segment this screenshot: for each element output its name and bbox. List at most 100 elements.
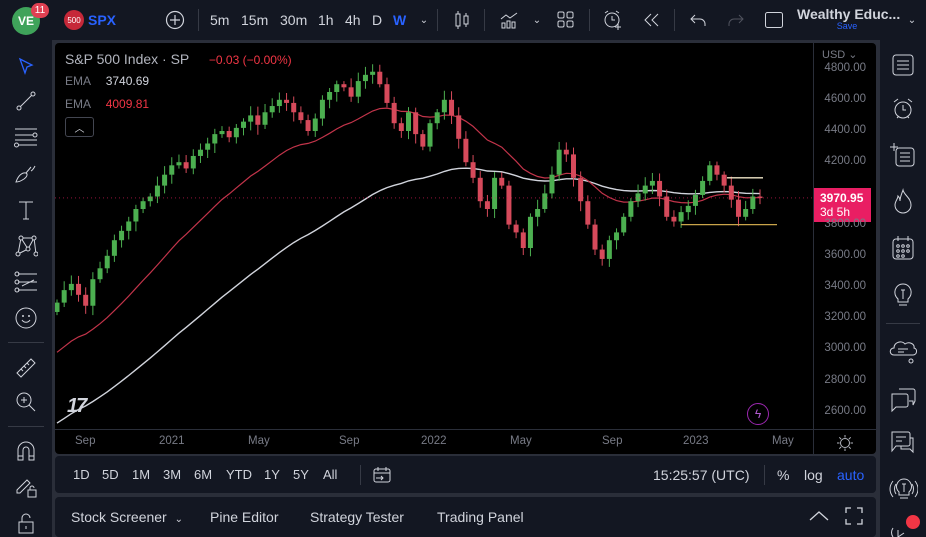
- message-icon: [891, 431, 914, 454]
- magnet-tool[interactable]: [12, 438, 40, 466]
- replay-button[interactable]: [641, 0, 661, 40]
- ema-slow-row[interactable]: EMA 3740.69: [65, 74, 292, 88]
- currency-selector[interactable]: USD ⌄: [822, 49, 858, 61]
- lightning-button[interactable]: ϟ: [747, 403, 769, 425]
- time-tick: May: [772, 435, 794, 447]
- range-1y[interactable]: 1Y: [264, 467, 280, 482]
- interval-D[interactable]: D: [372, 12, 383, 28]
- alarm-plus-icon: [604, 10, 621, 30]
- interval-30m[interactable]: 30m: [280, 12, 308, 28]
- interval-15m[interactable]: 15m: [241, 12, 269, 28]
- clock-timezone[interactable]: 15:25:57 (UTC): [653, 467, 750, 483]
- alarm-clock-icon: [893, 98, 913, 119]
- brush-tool[interactable]: [12, 160, 40, 188]
- collapse-legend-button[interactable]: ︿: [65, 117, 94, 137]
- layout-button[interactable]: [556, 0, 576, 40]
- indicators-dropdown[interactable]: ⌄: [532, 14, 542, 26]
- expand-panel-button[interactable]: [808, 509, 830, 523]
- messages-button[interactable]: [888, 428, 918, 458]
- percent-scale-toggle[interactable]: %: [777, 467, 790, 483]
- log-scale-toggle[interactable]: log: [804, 467, 823, 483]
- go-to-date-button[interactable]: [372, 465, 392, 485]
- fib-tool[interactable]: [12, 123, 40, 151]
- minds-button[interactable]: [888, 337, 918, 367]
- range-1d[interactable]: 1D: [73, 467, 90, 482]
- price-axis[interactable]: USD ⌄ 3970.95 3d 5h 4800.00 4600.00 4400.0…: [813, 43, 876, 429]
- redo-button[interactable]: [726, 0, 746, 40]
- tab-strategy-tester[interactable]: Strategy Tester: [310, 509, 404, 525]
- ema-fast-value: 4009.81: [105, 97, 150, 111]
- price-change: −0.03 (−0.00%): [208, 53, 292, 67]
- tab-stock-screener[interactable]: Stock Screener ⌄: [71, 509, 183, 525]
- range-6m[interactable]: 6M: [194, 467, 213, 482]
- hotlists-button[interactable]: [888, 186, 918, 216]
- cursor-tool[interactable]: [12, 52, 40, 80]
- indicators-button[interactable]: [498, 0, 520, 40]
- compare-add-button[interactable]: [164, 0, 186, 40]
- interval-4h[interactable]: 4h: [345, 12, 361, 28]
- notification-badge: 11: [31, 3, 49, 18]
- ema-fast-row[interactable]: EMA 4009.81: [65, 97, 292, 111]
- redo-icon: [728, 14, 744, 26]
- alerts-button[interactable]: [888, 94, 918, 124]
- range-all[interactable]: All: [323, 467, 338, 482]
- range-5y[interactable]: 5Y: [293, 467, 309, 482]
- time-axis[interactable]: Sep 2021 May Sep 2022 May Sep 2023 May: [55, 429, 876, 454]
- candlestick-chart[interactable]: [55, 43, 813, 429]
- pattern-tool[interactable]: [12, 232, 40, 260]
- grid-icon: [557, 11, 574, 28]
- zoom-in-icon: [16, 392, 36, 412]
- layout-name: Wealthy Educ...: [797, 6, 901, 22]
- save-link[interactable]: Save: [836, 21, 858, 31]
- toolbar-divider: [8, 342, 44, 343]
- range-ytd[interactable]: YTD: [226, 467, 252, 482]
- maximize-panel-button[interactable]: [845, 507, 863, 525]
- layout-dropdown[interactable]: ⌄: [907, 14, 917, 26]
- ema-label: EMA: [65, 74, 91, 88]
- streams-live-icon[interactable]: [890, 520, 916, 537]
- calendar-button[interactable]: [888, 233, 918, 263]
- emoji-tool[interactable]: [12, 304, 40, 332]
- ideas-button[interactable]: [888, 280, 918, 310]
- prediction-tool[interactable]: [12, 268, 40, 296]
- lock-all-tool[interactable]: [12, 509, 40, 537]
- forecast-icon: [14, 271, 37, 293]
- layout-name-button[interactable]: Wealthy Educ... Save: [797, 6, 901, 31]
- alert-button[interactable]: [602, 0, 624, 40]
- brush-icon: [15, 165, 36, 183]
- list-icon: [892, 54, 914, 76]
- cursor-icon: [18, 57, 34, 75]
- symbol-search-button[interactable]: 500 SPX: [64, 10, 116, 30]
- zoom-tool[interactable]: [12, 388, 40, 416]
- rewind-icon: [644, 13, 659, 27]
- price-tick: 2800.00: [824, 373, 866, 386]
- fullscreen-toggle[interactable]: [763, 0, 785, 40]
- interval-5m[interactable]: 5m: [210, 12, 230, 28]
- interval-dropdown[interactable]: ⌄: [419, 14, 429, 26]
- lock-drawings-tool[interactable]: [12, 473, 40, 501]
- chart-type-button[interactable]: [452, 0, 472, 40]
- axis-settings-button[interactable]: [813, 430, 876, 454]
- interval-1h[interactable]: 1h: [318, 12, 334, 28]
- time-tick: 2021: [159, 435, 185, 447]
- text-tool[interactable]: [12, 196, 40, 224]
- time-tick: Sep: [75, 435, 96, 447]
- measure-tool[interactable]: [12, 354, 40, 382]
- chart-pane[interactable]: S&P 500 Index · SP −0.03 (−0.00%) EMA 37…: [55, 43, 876, 454]
- streams-button[interactable]: [888, 474, 918, 504]
- range-3m[interactable]: 3M: [163, 467, 182, 482]
- tab-pine-editor[interactable]: Pine Editor: [210, 509, 279, 525]
- undo-button[interactable]: [688, 0, 708, 40]
- trend-line-tool[interactable]: [12, 87, 40, 115]
- interval-W[interactable]: W: [393, 12, 407, 28]
- data-window-button[interactable]: [888, 140, 918, 170]
- tab-trading-panel[interactable]: Trading Panel: [437, 509, 524, 525]
- candle-icon: [455, 11, 469, 29]
- auto-scale-toggle[interactable]: auto: [837, 467, 865, 483]
- range-1m[interactable]: 1M: [132, 467, 151, 482]
- unlock-icon: [18, 513, 34, 534]
- range-5d[interactable]: 5D: [102, 467, 119, 482]
- tradingview-logo[interactable]: 17: [67, 395, 87, 417]
- chats-button[interactable]: [888, 384, 918, 414]
- watchlist-button[interactable]: [888, 50, 918, 80]
